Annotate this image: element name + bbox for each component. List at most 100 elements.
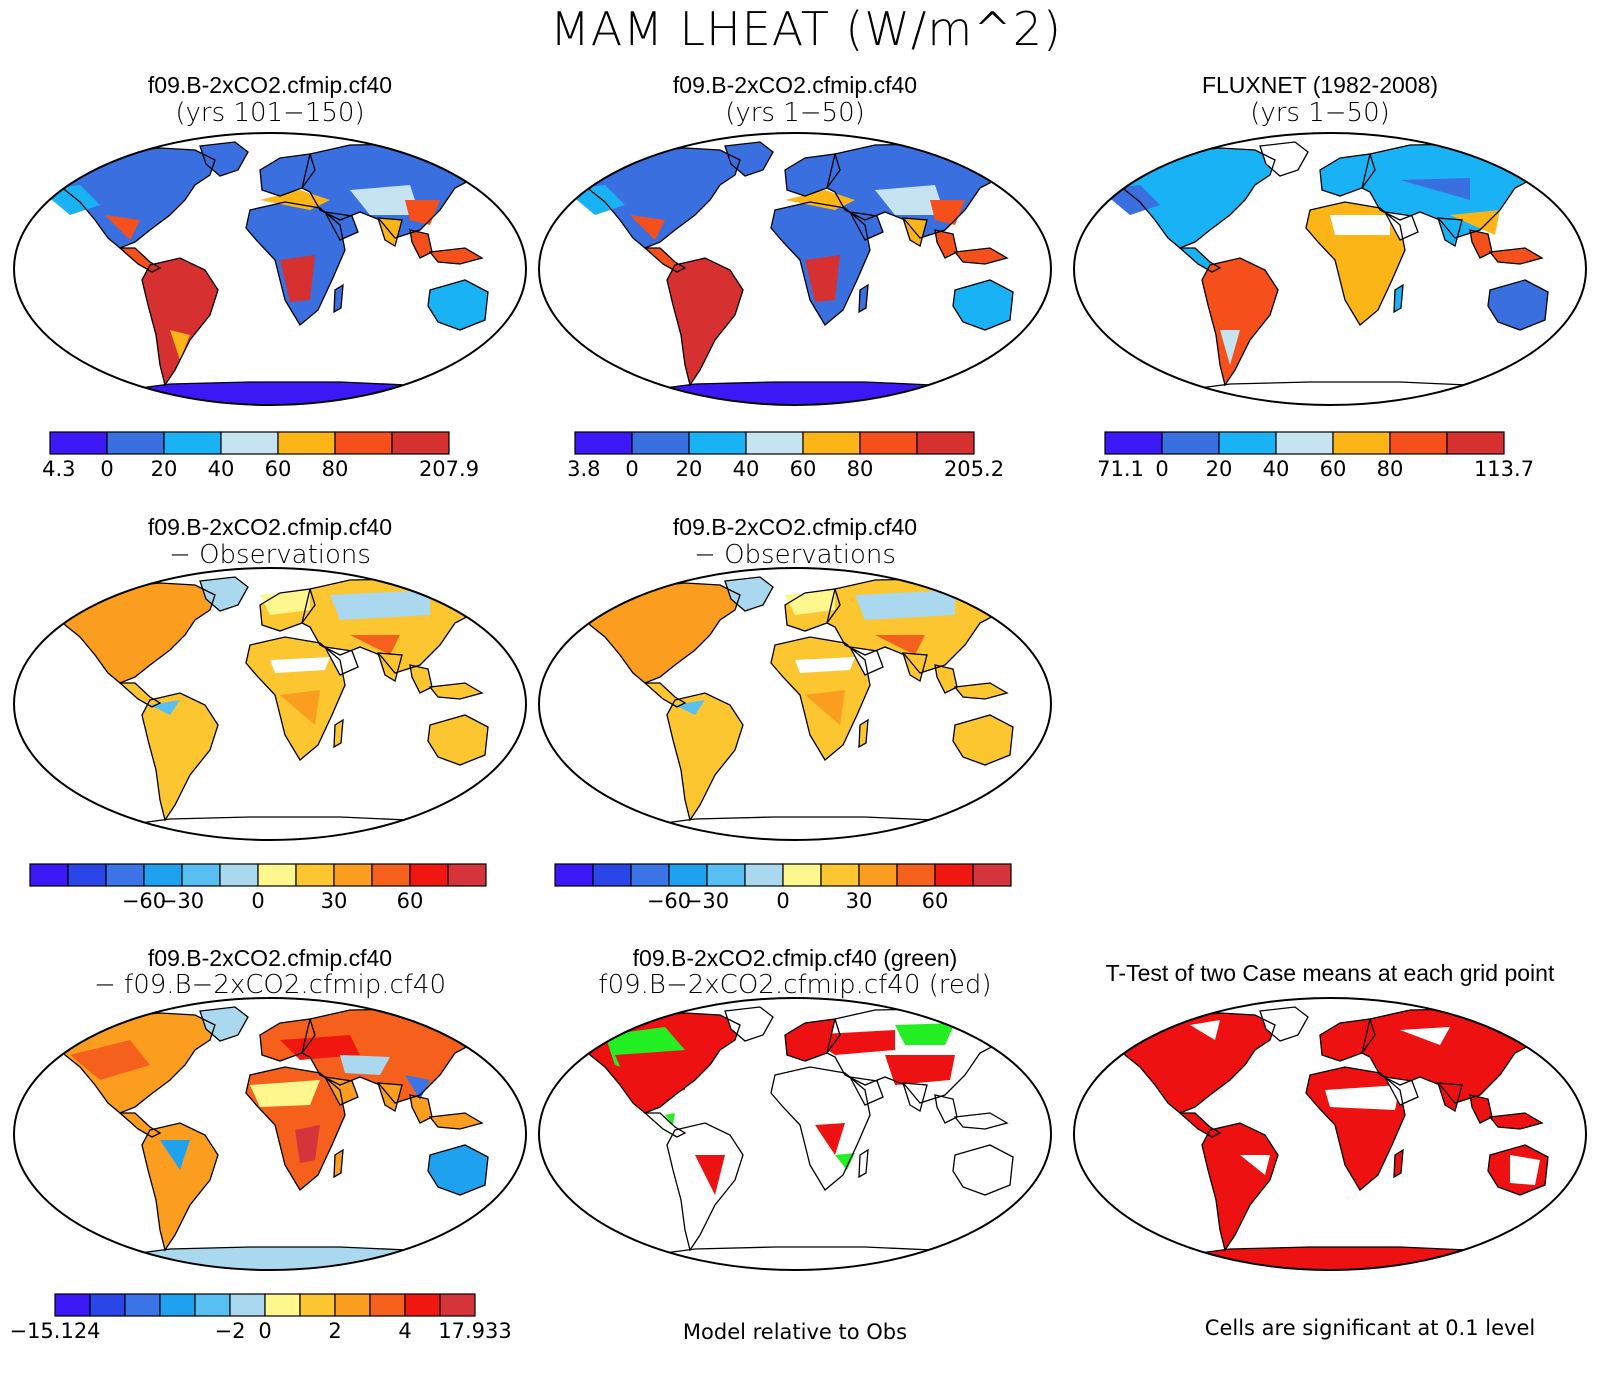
colorbar-label: 60 (1320, 457, 1347, 481)
panel-3-subtitle: (yrs 1−50) (1250, 98, 1390, 128)
field-patch (1400, 1027, 1450, 1045)
field-patch (1220, 330, 1240, 365)
panel-5-title: f09.B-2xCO2.cfmip.cf40 (672, 514, 918, 540)
coastline (1383, 1076, 1419, 1106)
colorbar-label: 0 (776, 889, 789, 913)
land-indonesia (430, 248, 482, 264)
coastline (902, 652, 928, 683)
field-patch (1400, 178, 1470, 200)
colorbar-box (159, 1293, 196, 1317)
coastline (1437, 217, 1463, 248)
map-body (40, 141, 509, 405)
coastline (784, 588, 841, 632)
field-patch (1230, 280, 1265, 320)
colorbar-label: −60 (647, 889, 691, 913)
panel-2-map (538, 132, 1052, 406)
coastline (643, 1112, 687, 1138)
colorbar-box (916, 431, 975, 455)
field-patch (1240, 1155, 1270, 1175)
colorbar-box (369, 1293, 406, 1317)
colorbar-label: 207.9 (419, 457, 479, 481)
panel-8-subtitle: f09.B−2xCO2.cfmip.cf40 (red) (598, 970, 992, 1000)
coastline (409, 1094, 433, 1124)
field-patch (615, 1050, 685, 1100)
panel-2-title: f09.B-2xCO2.cfmip.cf40 (672, 72, 918, 98)
coastline (259, 1018, 316, 1062)
land-europe (1320, 154, 1375, 196)
colorbar-box (1446, 431, 1505, 455)
field-patch (330, 590, 430, 620)
coastline (1469, 1094, 1493, 1124)
colorbar-box (181, 863, 221, 887)
coastline (427, 1144, 489, 1196)
panel-4-colorbar: −60−30 0 30 60 (29, 863, 487, 913)
figure-title: MAM LHEAT (W/m^2) (550, 2, 1062, 56)
colorbar-box (143, 863, 183, 887)
coastline (666, 257, 744, 387)
land-australia (428, 715, 488, 765)
colorbar-label: 4 (398, 1319, 411, 1343)
field-patch (295, 1125, 320, 1163)
field-patch (350, 635, 400, 655)
coastline (333, 1148, 344, 1179)
land-southAmerica (142, 1123, 218, 1250)
coastline (323, 1076, 359, 1106)
land-australia (953, 280, 1013, 330)
coastline (1201, 257, 1279, 387)
colorbar-box (334, 431, 393, 455)
colorbar-label: −30 (685, 889, 729, 913)
coastline (427, 714, 489, 766)
land-northAmerica (585, 583, 740, 683)
field-patch (105, 215, 140, 240)
map-body (584, 1006, 1034, 1270)
land-seAsia (1470, 1095, 1492, 1123)
coastline (427, 279, 489, 331)
map-body (59, 576, 509, 840)
coastline (118, 247, 162, 273)
land-southAmerica (667, 693, 743, 820)
coastline (724, 141, 774, 177)
colorbar-box (782, 863, 822, 887)
land-australia (428, 1145, 488, 1195)
map-body (584, 576, 1034, 840)
colorbar-box (934, 863, 974, 887)
coastline (1178, 247, 1222, 273)
coastline (1488, 247, 1544, 265)
coastline (323, 211, 359, 241)
colorbar-box (163, 431, 222, 455)
coastline (245, 201, 346, 326)
field-patch (795, 657, 855, 673)
panel-5-colorbar: −60−30 0 30 60 (554, 863, 1012, 913)
colorbar-box (745, 431, 804, 455)
colorbar-label: 60 (790, 457, 817, 481)
field-patch (260, 190, 330, 210)
colorbar-box (106, 431, 165, 455)
field-patch (1510, 1155, 1540, 1185)
panel-1-title: f09.B-2xCO2.cfmip.cf40 (147, 72, 393, 98)
coastline (1201, 1122, 1279, 1252)
coastline (1259, 1006, 1309, 1042)
land-indonesia (430, 683, 482, 699)
field-patch (70, 1040, 150, 1080)
land-northAmerica (60, 148, 215, 248)
colorbar-label: 30 (846, 889, 873, 913)
land-europe (785, 154, 840, 196)
colorbar-label: 80 (1377, 457, 1404, 481)
coastline (848, 1076, 884, 1106)
coastline (953, 247, 1009, 265)
colorbar-label: 80 (847, 457, 874, 481)
coastline (1487, 279, 1549, 331)
colorbar-box (688, 431, 747, 455)
field-patch (895, 1023, 955, 1045)
land-seAsia (410, 1095, 432, 1123)
map-border (1073, 132, 1587, 406)
field-patch (160, 1140, 190, 1170)
colorbar-box (371, 863, 411, 887)
colorbar-label: 113.7 (1474, 457, 1534, 481)
coastline (934, 664, 958, 694)
colorbar-box (295, 863, 335, 887)
colorbar-label: −271.1 (1095, 457, 1144, 481)
colorbar-label: 40 (208, 457, 235, 481)
panel-7-subtitle: − f09.B−2xCO2.cfmip.cf40 (93, 970, 446, 1000)
field-patch (250, 1080, 320, 1107)
